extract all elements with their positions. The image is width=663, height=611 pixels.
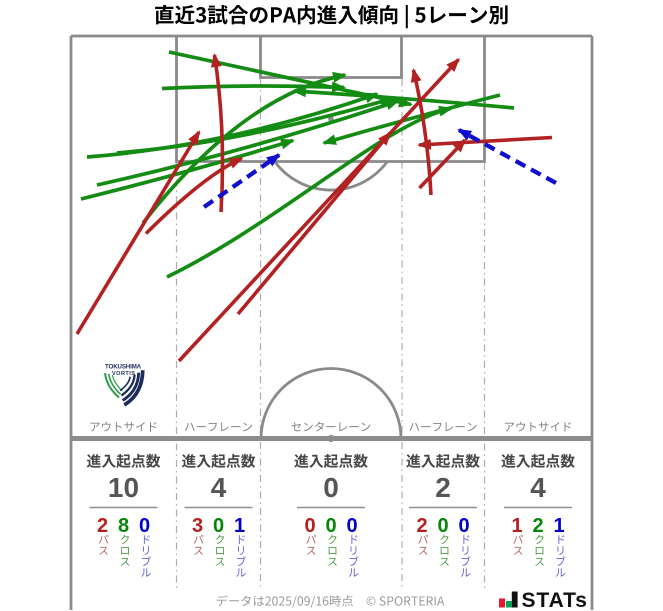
svg-text:0: 0 — [323, 472, 339, 503]
svg-text:8: 8 — [118, 515, 129, 537]
svg-text:3: 3 — [192, 515, 203, 537]
svg-text:2: 2 — [435, 472, 451, 503]
svg-text:1: 1 — [234, 515, 245, 537]
svg-text:2: 2 — [97, 515, 108, 537]
svg-text:VORTIS: VORTIS — [112, 371, 135, 377]
svg-text:0: 0 — [325, 515, 336, 537]
svg-text:2: 2 — [416, 515, 427, 537]
svg-text:10: 10 — [108, 472, 139, 503]
svg-text:0: 0 — [437, 515, 448, 537]
svg-text:0: 0 — [458, 515, 469, 537]
svg-text:4: 4 — [211, 472, 227, 503]
svg-text:STATs: STATs — [522, 589, 588, 611]
svg-text:2: 2 — [532, 515, 543, 537]
svg-text:0: 0 — [139, 515, 150, 537]
svg-text:1: 1 — [511, 515, 522, 537]
svg-text:4: 4 — [530, 472, 546, 503]
svg-text:1: 1 — [553, 515, 564, 537]
svg-text:TOKUSHIMA: TOKUSHIMA — [105, 364, 142, 371]
svg-text:0: 0 — [213, 515, 224, 537]
svg-text:0: 0 — [304, 515, 315, 537]
svg-text:0: 0 — [346, 515, 357, 537]
